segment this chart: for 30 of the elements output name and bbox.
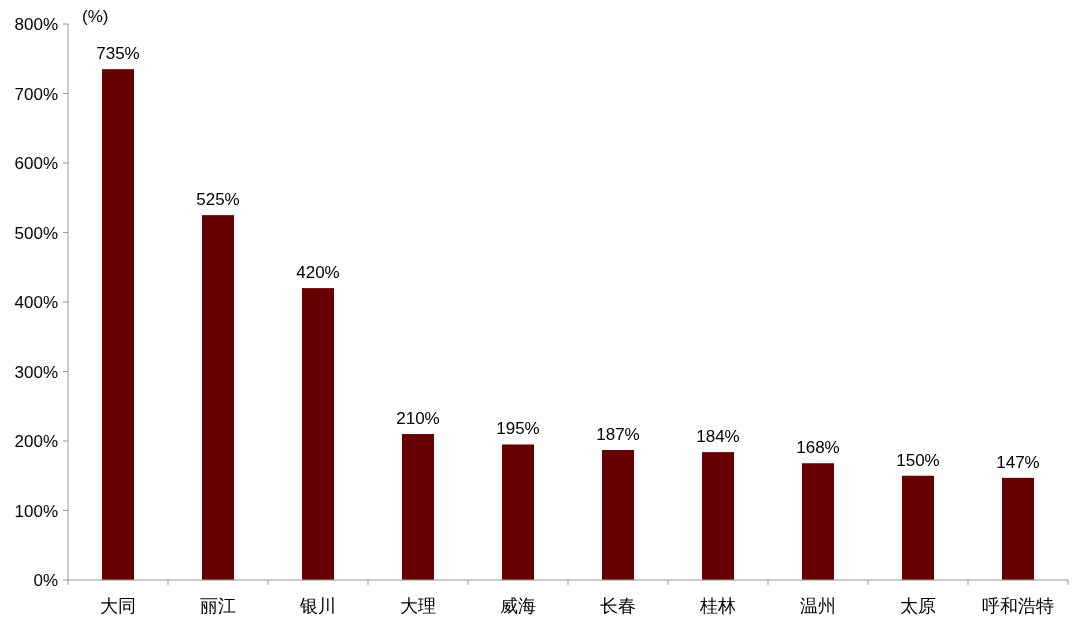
x-tick-label: 丽江	[200, 596, 236, 616]
x-tick-label: 桂林	[699, 596, 736, 616]
y-tick-label: 100%	[14, 501, 58, 521]
x-tick-label: 大同	[100, 596, 136, 616]
data-label: 735%	[96, 44, 140, 64]
y-tick-label: 0%	[33, 571, 58, 590]
x-tick-label: 长春	[600, 596, 636, 616]
data-label: 195%	[496, 419, 540, 439]
y-tick-label: 300%	[14, 362, 58, 382]
data-label: 525%	[196, 190, 240, 210]
x-tick-label: 呼和浩特	[982, 596, 1054, 616]
y-tick-label: 600%	[14, 154, 58, 173]
y-tick-label: 500%	[14, 223, 58, 243]
data-label: 150%	[896, 450, 940, 470]
data-label: 420%	[296, 263, 340, 283]
data-label: 168%	[796, 438, 840, 458]
y-tick-label: 400%	[14, 293, 58, 312]
x-tick-label: 威海	[500, 596, 536, 616]
y-tick-label: 200%	[14, 432, 58, 451]
data-label: 187%	[596, 425, 640, 445]
data-label: 147%	[996, 452, 1040, 472]
y-axis-title: (%)	[82, 7, 109, 26]
x-tick-label: 温州	[800, 596, 836, 616]
y-tick-label: 700%	[14, 84, 58, 104]
x-tick-label: 太原	[900, 596, 936, 616]
x-tick-label: 大理	[400, 596, 436, 616]
y-tick-label: 800%	[14, 15, 58, 34]
data-label: 210%	[396, 409, 440, 429]
x-tick-label: 银川	[299, 596, 336, 616]
data-label: 184%	[696, 427, 740, 447]
